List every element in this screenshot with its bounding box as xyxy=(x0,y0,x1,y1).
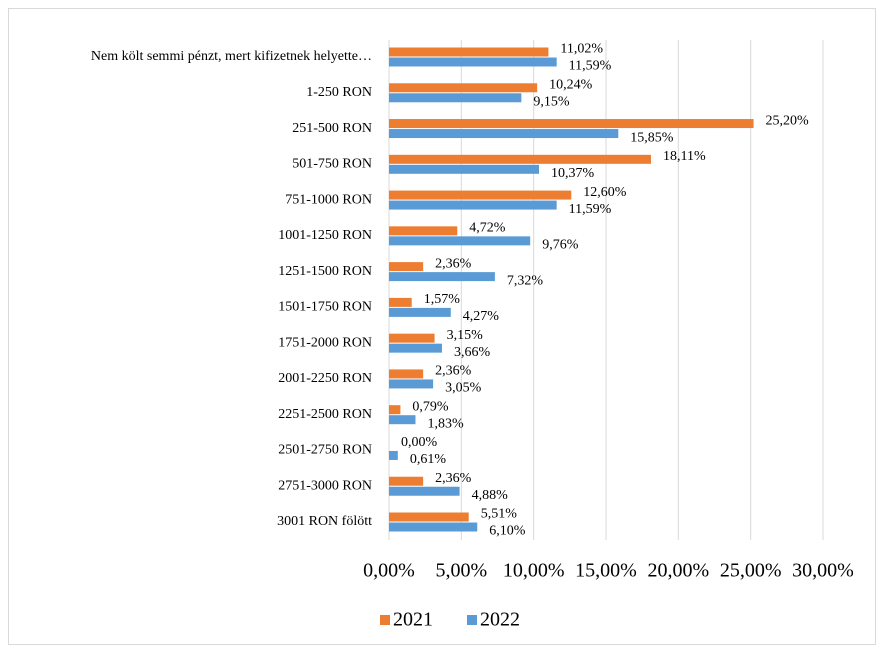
bar xyxy=(389,333,435,343)
legend-label: 2022 xyxy=(480,609,520,631)
bar xyxy=(389,272,495,282)
x-tick-label: 5,00% xyxy=(435,560,487,582)
data-label: 4,27% xyxy=(463,309,500,324)
y-tick-label: 1751-2000 RON xyxy=(278,335,372,350)
bar xyxy=(389,47,549,57)
y-tick-label: 2501-2750 RON xyxy=(278,443,372,458)
data-label: 4,88% xyxy=(472,488,509,503)
data-label: 3,66% xyxy=(454,345,491,360)
data-label: 15,85% xyxy=(630,130,674,145)
bar xyxy=(389,307,451,317)
data-label: 18,11% xyxy=(663,149,706,164)
bar xyxy=(389,486,460,496)
data-label: 3,15% xyxy=(447,328,484,343)
bar xyxy=(389,190,572,200)
data-label: 12,60% xyxy=(583,185,627,200)
legend-label: 2021 xyxy=(393,609,433,631)
bar xyxy=(389,522,478,532)
data-label: 1,83% xyxy=(427,416,464,431)
y-tick-label: 2001-2250 RON xyxy=(278,371,372,386)
bar xyxy=(389,379,434,389)
y-tick-label: 1-250 RON xyxy=(306,85,372,100)
data-label: 2,36% xyxy=(435,471,472,486)
data-label: 10,24% xyxy=(549,77,593,92)
bar xyxy=(389,450,398,460)
y-tick-label: 251-500 RON xyxy=(292,121,372,136)
x-tick-label: 20,00% xyxy=(647,560,709,582)
data-label: 9,76% xyxy=(542,238,579,253)
y-tick-label: 2751-3000 RON xyxy=(278,478,372,493)
bar xyxy=(389,236,531,246)
bar xyxy=(389,129,619,139)
bar xyxy=(389,297,412,307)
bar xyxy=(389,93,522,103)
bar xyxy=(389,262,424,272)
bar xyxy=(389,164,540,174)
y-tick-label: 3001 RON fölött xyxy=(277,514,372,529)
x-tick-label: 15,00% xyxy=(575,560,637,582)
bar xyxy=(389,405,401,415)
data-label: 0,79% xyxy=(412,399,449,414)
data-label: 10,37% xyxy=(551,166,595,181)
bar xyxy=(389,415,416,425)
y-tick-label: 1251-1500 RON xyxy=(278,264,372,279)
data-label: 0,61% xyxy=(410,452,447,467)
data-label: 2,36% xyxy=(435,364,472,379)
x-tick-label: 25,00% xyxy=(720,560,782,582)
x-tick-label: 30,00% xyxy=(792,560,854,582)
chart-frame xyxy=(8,8,876,645)
data-label: 1,57% xyxy=(424,292,461,307)
legend-swatch xyxy=(467,615,477,625)
data-label: 7,32% xyxy=(507,273,544,288)
data-label: 3,05% xyxy=(445,381,482,396)
data-label: 11,59% xyxy=(569,59,612,74)
data-label: 2,36% xyxy=(435,256,472,271)
data-label: 9,15% xyxy=(533,94,570,109)
x-tick-label: 10,00% xyxy=(503,560,565,582)
data-label: 0,00% xyxy=(401,435,438,450)
bar xyxy=(389,200,557,210)
data-label: 11,59% xyxy=(569,202,612,217)
legend-swatch xyxy=(380,615,390,625)
y-tick-label: Nem költ semmi pénzt, mert kifizetnek he… xyxy=(91,49,372,64)
y-tick-label: 501-750 RON xyxy=(292,157,372,172)
data-label: 6,10% xyxy=(489,524,526,539)
data-label: 4,72% xyxy=(469,221,506,236)
bar xyxy=(389,512,469,522)
data-label: 11,02% xyxy=(560,42,603,57)
bar xyxy=(389,154,651,164)
bar xyxy=(389,476,424,486)
data-label: 25,20% xyxy=(766,113,810,128)
bar xyxy=(389,343,442,353)
bar xyxy=(389,119,754,129)
bar xyxy=(389,226,458,236)
y-tick-label: 2251-2500 RON xyxy=(278,407,372,422)
y-tick-label: 1501-1750 RON xyxy=(278,300,372,315)
y-tick-label: 751-1000 RON xyxy=(285,192,372,207)
x-tick-label: 0,00% xyxy=(363,560,415,582)
y-tick-label: 1001-1250 RON xyxy=(278,228,372,243)
bar xyxy=(389,57,557,67)
data-label: 5,51% xyxy=(481,507,517,522)
bar xyxy=(389,369,424,379)
bar xyxy=(389,83,538,93)
